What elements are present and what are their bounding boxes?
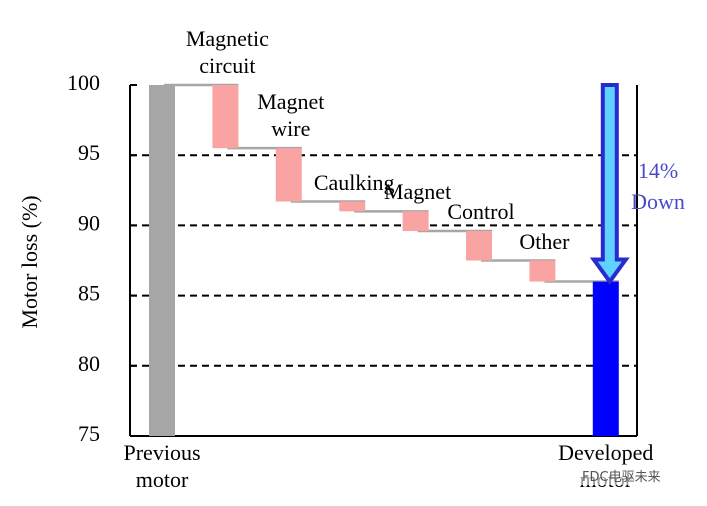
step-bar [212, 85, 239, 149]
reduction-arrow [589, 83, 630, 285]
y-tick-label: 85 [78, 281, 100, 306]
x-category-label: Previous motor [123, 440, 201, 492]
step-label: Magnetic circuit [185, 26, 269, 78]
y-tick-label: 100 [67, 70, 100, 95]
step-label: Control [447, 199, 515, 225]
step-bar [402, 211, 429, 232]
step-bar [275, 148, 302, 202]
step-label: Magnet wire [257, 89, 325, 142]
y-tick-label: 75 [78, 421, 100, 446]
total-bar [149, 85, 175, 436]
step-label: Magnet [383, 179, 452, 205]
step-bar [529, 260, 556, 282]
annotation: 14% Down [631, 158, 685, 214]
step-bar [466, 231, 492, 261]
y-tick-label: 90 [78, 210, 100, 235]
y-tick-label: 95 [78, 140, 100, 165]
step-label: Other [519, 228, 570, 254]
watermark: FDC电驱未来 [580, 466, 663, 485]
step-bar [339, 201, 366, 212]
total-bar [592, 281, 619, 436]
y-tick-label: 80 [78, 351, 100, 376]
y-axis-label: Motor loss (%) [17, 195, 42, 328]
step-label: Caulking [313, 169, 395, 195]
